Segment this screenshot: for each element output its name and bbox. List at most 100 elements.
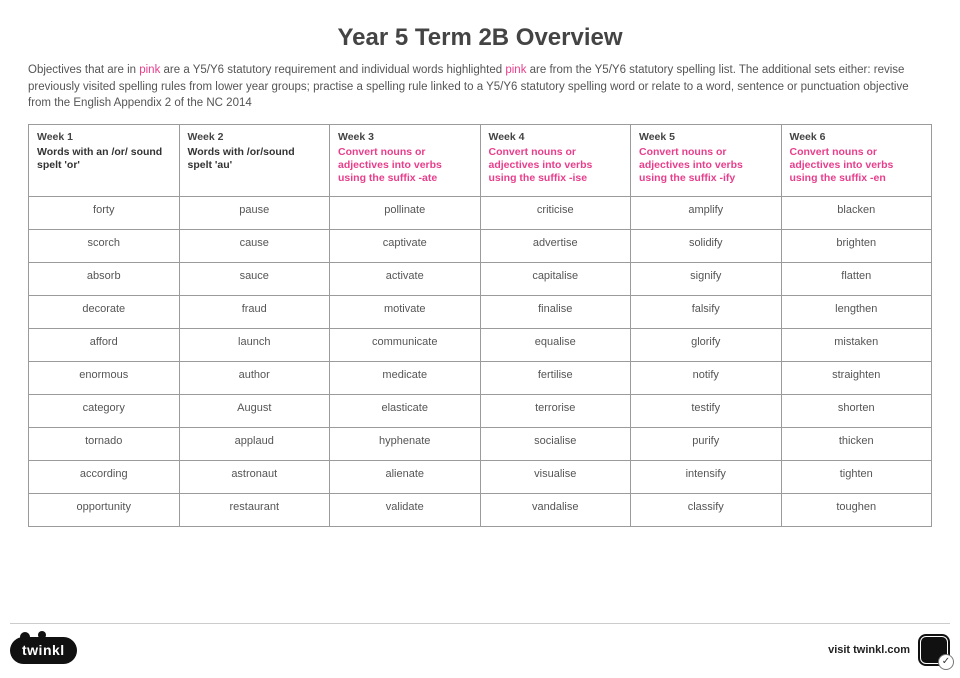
- intro-text-2: are a Y5/Y6 statutory requirement and in…: [160, 64, 505, 76]
- week-label: Week 5: [639, 131, 773, 143]
- intro-pink-2: pink: [505, 64, 526, 76]
- quality-stamp-icon: [918, 634, 950, 666]
- word-cell: applaud: [179, 428, 330, 461]
- intro-pink-1: pink: [139, 64, 160, 76]
- word-cell: motivate: [330, 296, 481, 329]
- word-cell: solidify: [631, 230, 782, 263]
- word-cell: alienate: [330, 461, 481, 494]
- week-label: Week 3: [338, 131, 472, 143]
- word-cell: equalise: [480, 329, 631, 362]
- word-cell: afford: [29, 329, 180, 362]
- word-cell: visualise: [480, 461, 631, 494]
- column-header-week-4: Week 4 Convert nouns or adjectives into v…: [480, 125, 631, 197]
- word-cell: glorify: [631, 329, 782, 362]
- twinkl-logo: twinkl: [10, 637, 77, 664]
- word-cell: terrorise: [480, 395, 631, 428]
- word-cell: vandalise: [480, 494, 631, 527]
- column-header-week-6: Week 6 Convert nouns or adjectives into v…: [781, 125, 932, 197]
- word-cell: straighten: [781, 362, 932, 395]
- footer-right: visit twinkl.com: [828, 634, 950, 666]
- table-row: opportunityrestaurantvalidatevandalisecl…: [29, 494, 932, 527]
- word-cell: blacken: [781, 197, 932, 230]
- intro-paragraph: Objectives that are in pink are a Y5/Y6 …: [28, 62, 932, 112]
- week-label: Week 4: [489, 131, 623, 143]
- table-row: affordlaunchcommunicateequaliseglorifymi…: [29, 329, 932, 362]
- word-cell: socialise: [480, 428, 631, 461]
- word-cell: opportunity: [29, 494, 180, 527]
- table-head: Week 1 Words with an /or/ sound spelt 'or…: [29, 125, 932, 197]
- word-cell: lengthen: [781, 296, 932, 329]
- word-cell: tighten: [781, 461, 932, 494]
- word-cell: astronaut: [179, 461, 330, 494]
- word-cell: according: [29, 461, 180, 494]
- word-cell: hyphenate: [330, 428, 481, 461]
- word-cell: testify: [631, 395, 782, 428]
- footer-divider: [10, 623, 950, 624]
- week-label: Week 6: [790, 131, 924, 143]
- word-cell: capitalise: [480, 263, 631, 296]
- word-cell: pollinate: [330, 197, 481, 230]
- word-cell: amplify: [631, 197, 782, 230]
- word-cell: sauce: [179, 263, 330, 296]
- word-cell: restaurant: [179, 494, 330, 527]
- table-row: scorchcausecaptivateadvertisesolidifybri…: [29, 230, 932, 263]
- word-cell: brighten: [781, 230, 932, 263]
- table-row: absorbsauceactivatecapitalisesignifyflat…: [29, 263, 932, 296]
- week-rule: Convert nouns or adjectives into verbs u…: [639, 146, 773, 185]
- word-cell: flatten: [781, 263, 932, 296]
- week-rule: Convert nouns or adjectives into verbs u…: [790, 146, 924, 185]
- overview-table: Week 1 Words with an /or/ sound spelt 'or…: [28, 124, 932, 527]
- table-row: tornadoapplaudhyphenatesocialisepurifyth…: [29, 428, 932, 461]
- word-cell: tornado: [29, 428, 180, 461]
- week-rule: Words with /or/sound spelt 'au': [188, 146, 322, 172]
- table-row: fortypausepollinatecriticiseamplifyblack…: [29, 197, 932, 230]
- word-cell: toughen: [781, 494, 932, 527]
- word-cell: forty: [29, 197, 180, 230]
- word-cell: criticise: [480, 197, 631, 230]
- week-rule: Convert nouns or adjectives into verbs u…: [338, 146, 472, 185]
- word-cell: fraud: [179, 296, 330, 329]
- word-cell: mistaken: [781, 329, 932, 362]
- week-rule: Convert nouns or adjectives into verbs u…: [489, 146, 623, 185]
- table-row: enormousauthormedicatefertilisenotifystr…: [29, 362, 932, 395]
- word-cell: category: [29, 395, 180, 428]
- word-cell: medicate: [330, 362, 481, 395]
- week-label: Week 2: [188, 131, 322, 143]
- intro-text-1: Objectives that are in: [28, 64, 139, 76]
- column-header-week-2: Week 2 Words with /or/sound spelt 'au': [179, 125, 330, 197]
- word-cell: fertilise: [480, 362, 631, 395]
- column-header-week-5: Week 5 Convert nouns or adjectives into v…: [631, 125, 782, 197]
- word-cell: author: [179, 362, 330, 395]
- word-cell: falsify: [631, 296, 782, 329]
- word-cell: pause: [179, 197, 330, 230]
- word-cell: elasticate: [330, 395, 481, 428]
- column-header-week-1: Week 1 Words with an /or/ sound spelt 'or…: [29, 125, 180, 197]
- word-cell: notify: [631, 362, 782, 395]
- word-cell: scorch: [29, 230, 180, 263]
- header-row: Week 1 Words with an /or/ sound spelt 'or…: [29, 125, 932, 197]
- word-cell: validate: [330, 494, 481, 527]
- word-cell: absorb: [29, 263, 180, 296]
- word-cell: finalise: [480, 296, 631, 329]
- word-cell: shorten: [781, 395, 932, 428]
- word-cell: purify: [631, 428, 782, 461]
- table-row: decoratefraudmotivatefinalisefalsifyleng…: [29, 296, 932, 329]
- word-cell: thicken: [781, 428, 932, 461]
- word-cell: enormous: [29, 362, 180, 395]
- word-cell: advertise: [480, 230, 631, 263]
- word-cell: captivate: [330, 230, 481, 263]
- word-cell: cause: [179, 230, 330, 263]
- word-cell: decorate: [29, 296, 180, 329]
- week-label: Week 1: [37, 131, 171, 143]
- word-cell: intensify: [631, 461, 782, 494]
- visit-link-text: visit twinkl.com: [828, 644, 910, 656]
- week-rule: Words with an /or/ sound spelt 'or': [37, 146, 171, 172]
- page-title: Year 5 Term 2B Overview: [28, 24, 932, 52]
- word-cell: communicate: [330, 329, 481, 362]
- column-header-week-3: Week 3 Convert nouns or adjectives into v…: [330, 125, 481, 197]
- word-cell: launch: [179, 329, 330, 362]
- word-cell: signify: [631, 263, 782, 296]
- word-cell: classify: [631, 494, 782, 527]
- word-cell: activate: [330, 263, 481, 296]
- table-body: fortypausepollinatecriticiseamplifyblack…: [29, 197, 932, 527]
